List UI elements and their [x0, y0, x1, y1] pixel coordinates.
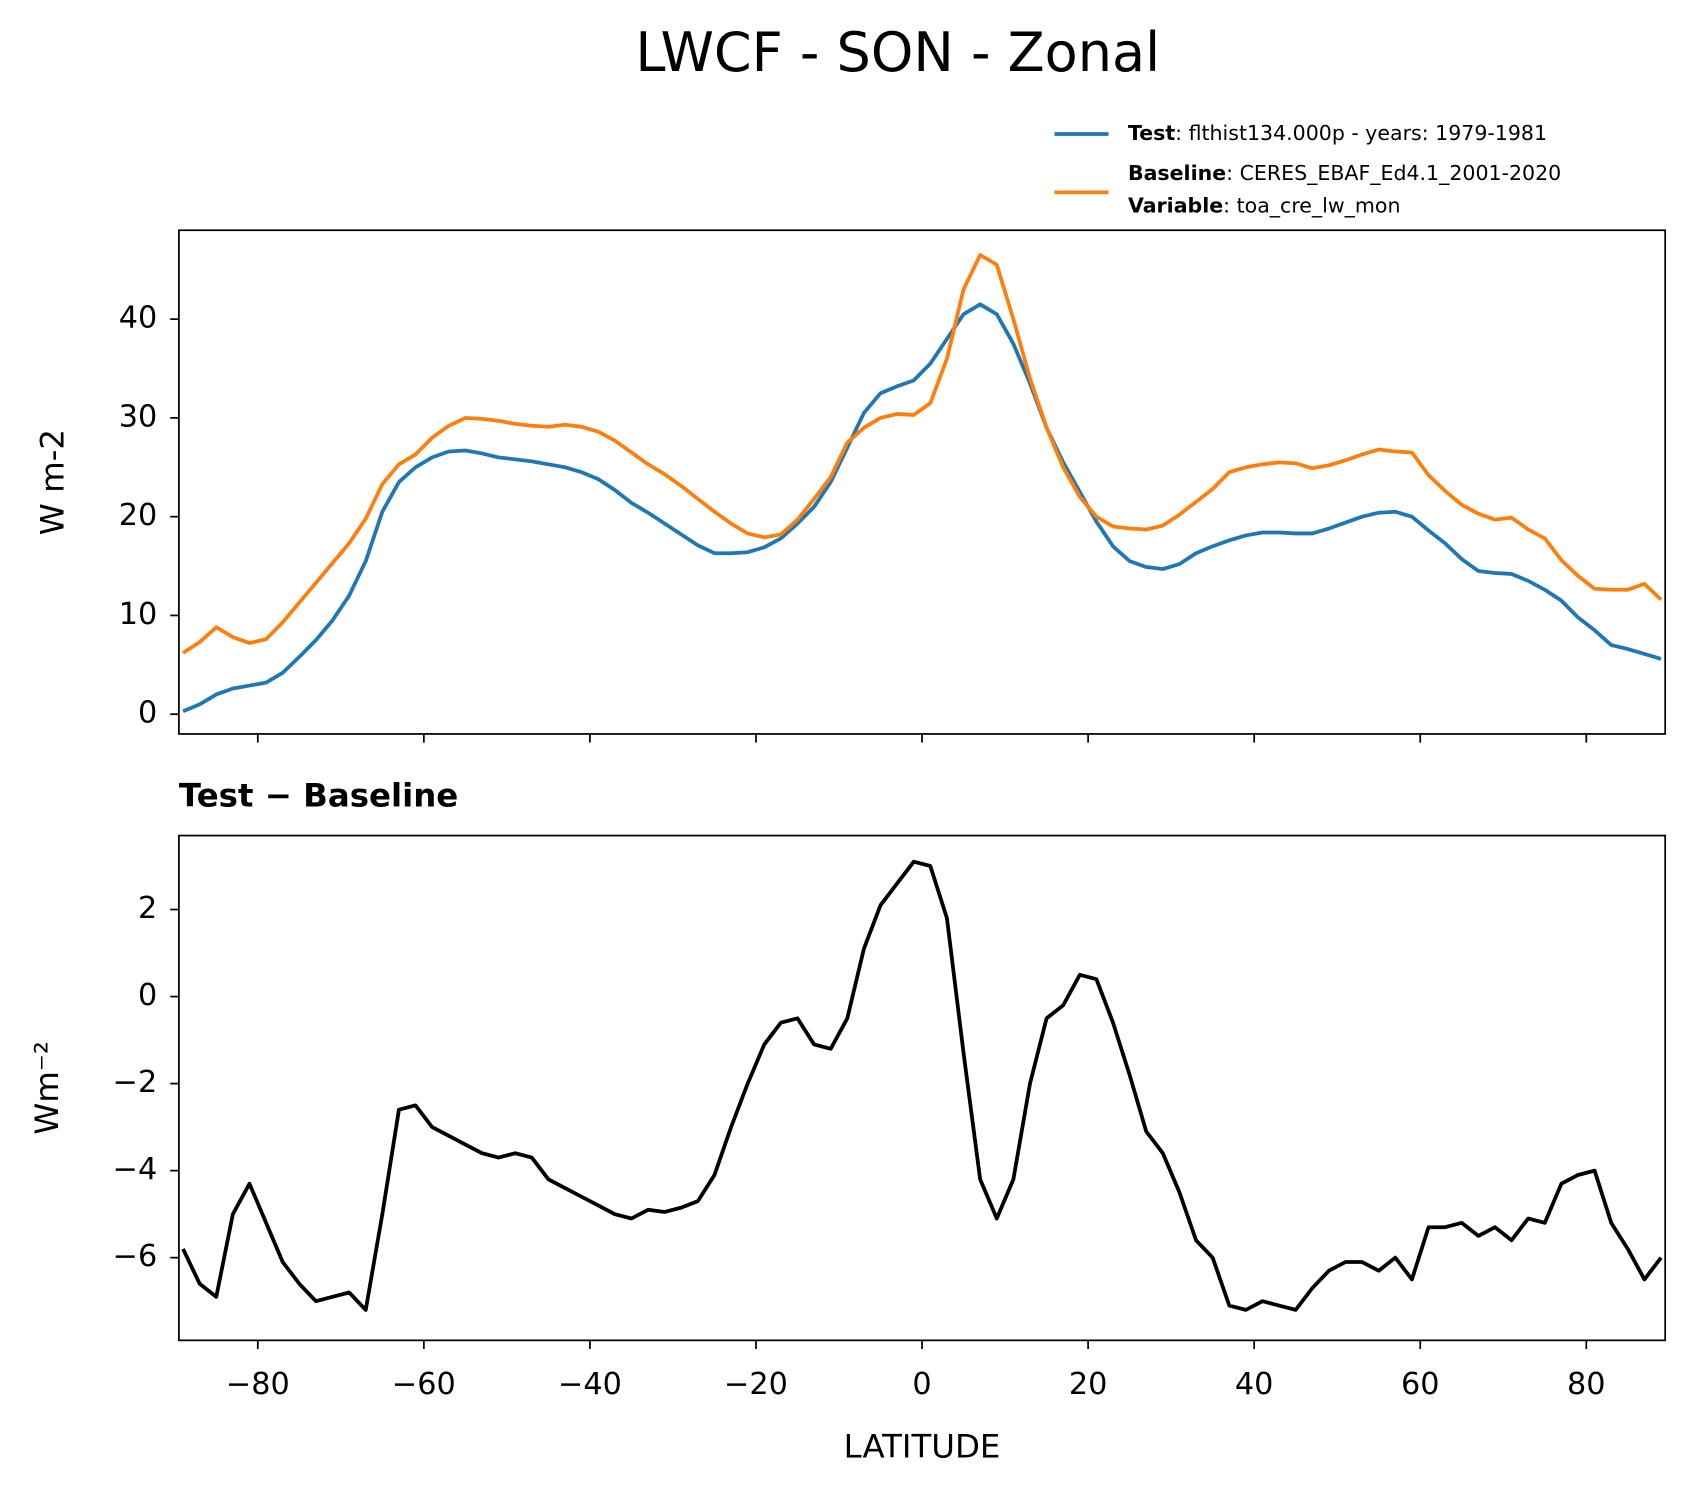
legend-entry: Baseline: CERES_EBAF_Ed4.1_2001-2020 — [1128, 161, 1561, 185]
y-tick-label: 20 — [119, 498, 158, 533]
axes-frame — [178, 834, 1667, 1342]
x-tick-label: 0 — [912, 1367, 931, 1402]
y-tick-label: −6 — [113, 1239, 158, 1274]
y-tick-label: 10 — [119, 597, 158, 632]
x-tick-label: −60 — [392, 1367, 456, 1402]
x-tick-label: 80 — [1567, 1367, 1606, 1402]
legend-name: Test — [1128, 121, 1175, 145]
legend-description: : flthist134.000p - years: 1979-1981 — [1175, 121, 1547, 145]
y-axis-label: Wm⁻² — [28, 1041, 66, 1135]
x-tick-label: −20 — [724, 1367, 788, 1402]
legend-entry: Test: flthist134.000p - years: 1979-1981 — [1128, 121, 1547, 145]
legend-name: Variable — [1128, 193, 1223, 217]
legend-name: Baseline — [1128, 161, 1226, 185]
y-tick-label: 0 — [138, 696, 157, 731]
series-line — [182, 302, 1662, 713]
x-tick-label: 20 — [1069, 1367, 1108, 1402]
y-tick-label: 2 — [138, 891, 157, 926]
legend-description: : toa_cre_lw_mon — [1223, 193, 1400, 217]
legend-variable: Variable: toa_cre_lw_mon — [1128, 193, 1401, 217]
y-tick-label: −2 — [113, 1065, 158, 1100]
y-tick-label: 30 — [119, 399, 158, 434]
x-axis-label: LATITUDE — [844, 1427, 1001, 1465]
series-line — [182, 253, 1663, 655]
x-tick-label: −40 — [558, 1367, 622, 1402]
y-tick-label: 0 — [138, 978, 157, 1013]
axes-title: Test − Baseline — [179, 777, 458, 815]
y-tick-label: 40 — [119, 301, 158, 336]
y-tick-label: −4 — [113, 1152, 158, 1187]
x-tick-label: −80 — [226, 1367, 290, 1402]
x-tick-label: 60 — [1401, 1367, 1440, 1402]
legend-description: : CERES_EBAF_Ed4.1_2001-2020 — [1226, 161, 1561, 185]
y-axis-label: W m-2 — [34, 429, 72, 535]
x-tick-label: 40 — [1235, 1367, 1274, 1402]
figure-title: LWCF - SON - Zonal — [635, 21, 1160, 84]
axes-frame — [178, 229, 1667, 735]
series-line — [181, 859, 1663, 1312]
